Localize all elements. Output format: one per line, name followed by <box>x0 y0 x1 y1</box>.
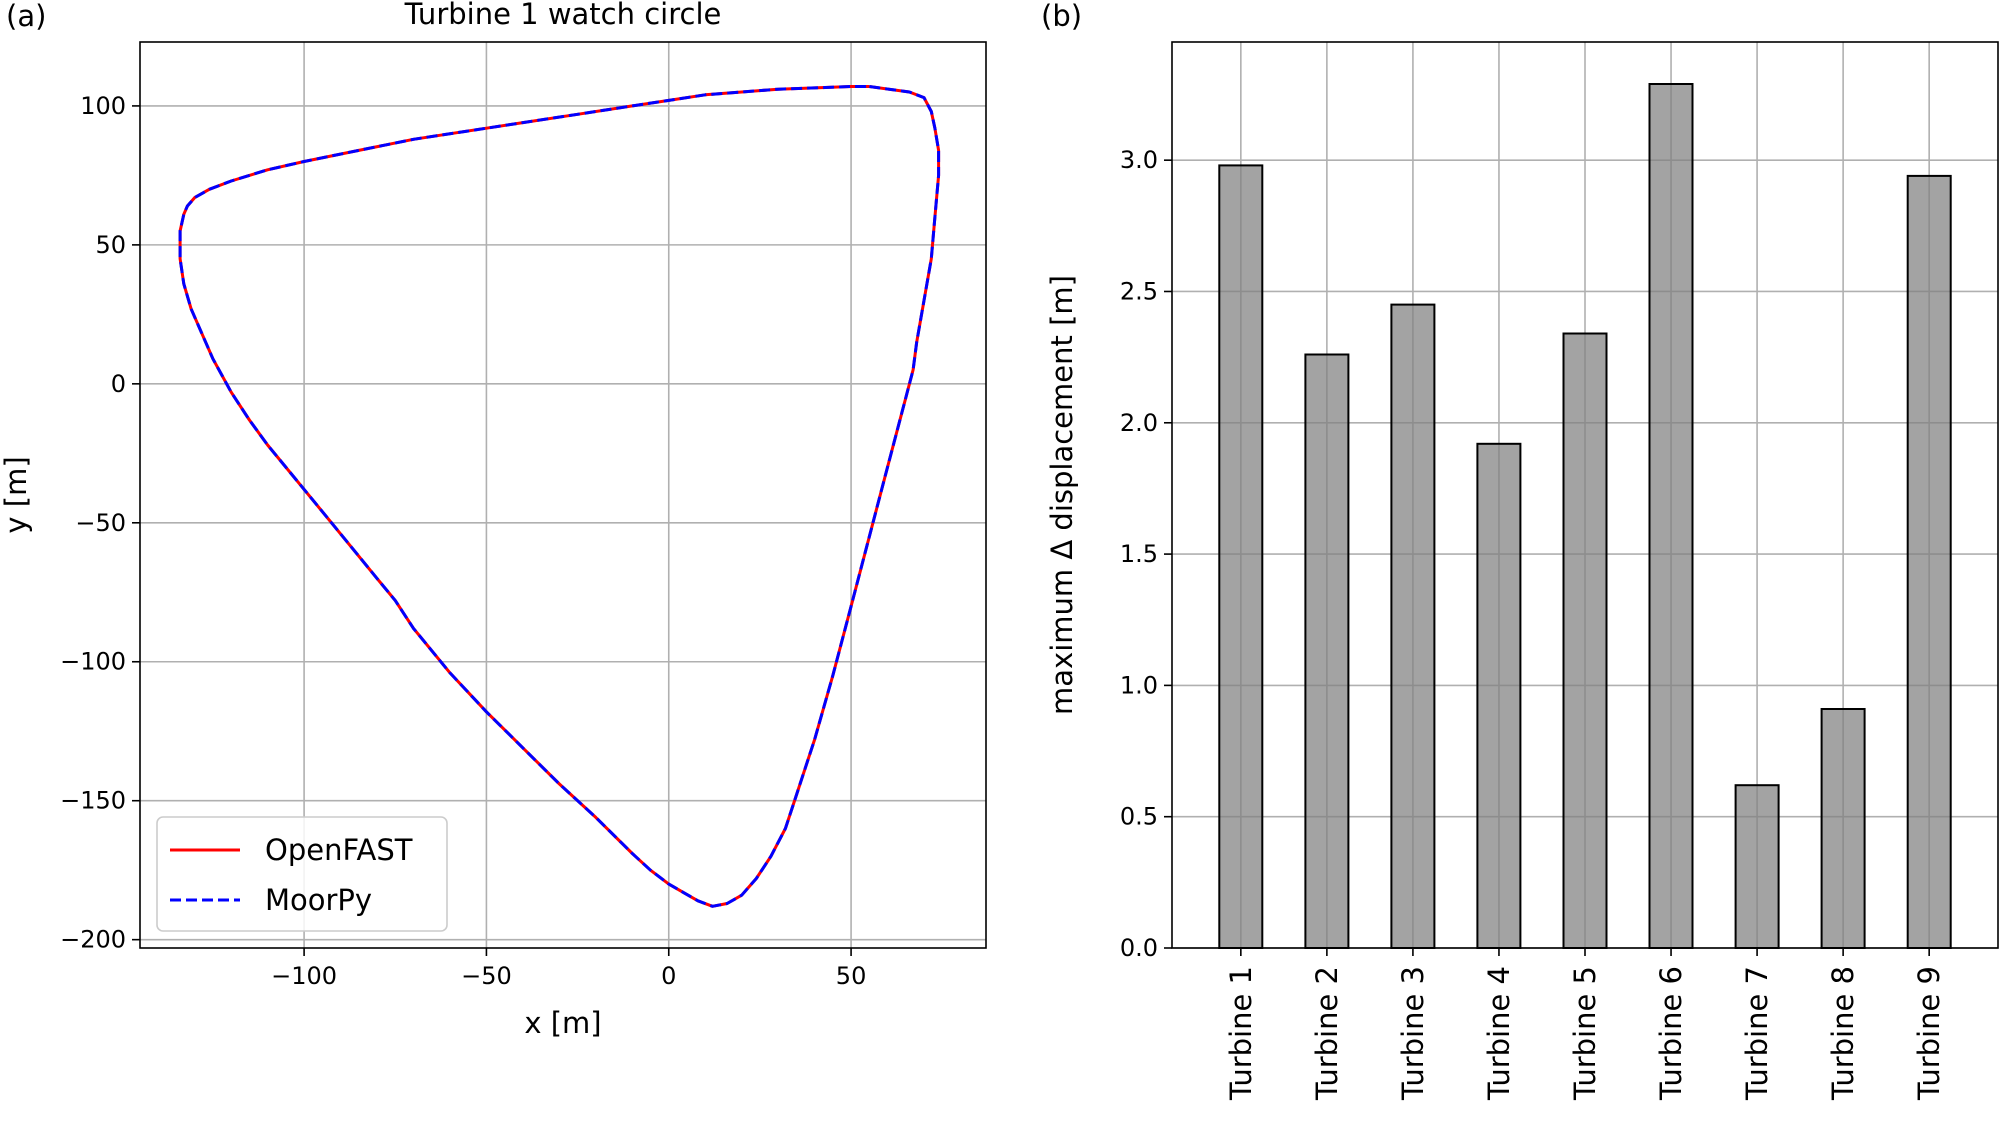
y-axis-label-a: y [m] <box>0 456 33 533</box>
x-tick-label-b: Turbine 8 <box>1826 966 1860 1101</box>
y-tick-label-a: 0 <box>111 370 126 398</box>
legend-label-openfast: OpenFAST <box>265 833 413 867</box>
y-tick-label-b: 3.0 <box>1120 146 1158 174</box>
bar-turbine-9 <box>1906 174 1952 949</box>
x-tick-label-b: Turbine 1 <box>1224 966 1258 1101</box>
bar-turbine-1 <box>1218 164 1264 949</box>
x-tick-label-b: Turbine 7 <box>1740 966 1774 1101</box>
y-tick-label-b: 2.5 <box>1120 277 1158 305</box>
bar-turbine-3 <box>1390 303 1436 950</box>
plot-frame-a <box>139 41 987 949</box>
y-tick-label-a: −100 <box>60 648 126 676</box>
x-tick-label-b: Turbine 5 <box>1568 966 1602 1101</box>
y-tick-label-a: −200 <box>60 926 126 954</box>
bar-turbine-6 <box>1648 83 1694 949</box>
chart-title-a: Turbine 1 watch circle <box>404 0 722 31</box>
y-tick-label-b: 1.0 <box>1120 671 1158 699</box>
displacement-bar-chart: (b) 0.0 0.5 1.0 1.5 2.0 2.5 3.0 Turbine 1 Turbin… <box>1041 0 1999 1101</box>
x-tick-label-b: Turbine 9 <box>1912 966 1946 1101</box>
y-tick-label-b: 0.0 <box>1120 934 1158 962</box>
bar-turbine-2 <box>1304 353 1350 949</box>
x-tick-label-a: −50 <box>461 962 512 990</box>
y-tick-label-a: 100 <box>80 92 126 120</box>
x-tick-label-b: Turbine 2 <box>1310 966 1344 1101</box>
panel-label-a: (a) <box>6 0 46 33</box>
bar-turbine-5 <box>1562 332 1608 949</box>
y-tick-label-a: −50 <box>75 509 126 537</box>
series-line-openfast <box>178 85 941 908</box>
bar-turbine-7 <box>1734 784 1780 950</box>
y-axis-label-b: maximum Δ displacement [m] <box>1045 275 1079 715</box>
bar-turbine-4 <box>1476 442 1522 949</box>
series-line-moorpy <box>178 85 941 908</box>
legend-box <box>156 816 448 932</box>
x-axis-label-a: x [m] <box>524 1006 601 1040</box>
x-tick-label-a: −100 <box>271 962 337 990</box>
panel-label-b: (b) <box>1041 0 1082 33</box>
y-tick-label-b: 2.0 <box>1120 409 1158 437</box>
y-tick-label-b: 0.5 <box>1120 803 1158 831</box>
y-tick-label-b: 1.5 <box>1120 540 1158 568</box>
watch-circle-chart: (a) Turbine 1 watch circle −100 −50 0 50 −20… <box>0 0 987 1040</box>
x-tick-label-b: Turbine 3 <box>1396 966 1430 1101</box>
legend-label-moorpy: MoorPy <box>265 883 372 917</box>
legend-a: OpenFAST MoorPy <box>156 816 448 932</box>
y-tick-label-a: −150 <box>60 787 126 815</box>
x-tick-label-a: 0 <box>661 962 676 990</box>
x-tick-label-b: Turbine 6 <box>1654 966 1688 1101</box>
x-tick-label-b: Turbine 4 <box>1482 966 1516 1101</box>
bar-turbine-8 <box>1820 708 1866 949</box>
x-tick-label-a: 50 <box>836 962 867 990</box>
y-tick-label-a: 50 <box>95 231 126 259</box>
